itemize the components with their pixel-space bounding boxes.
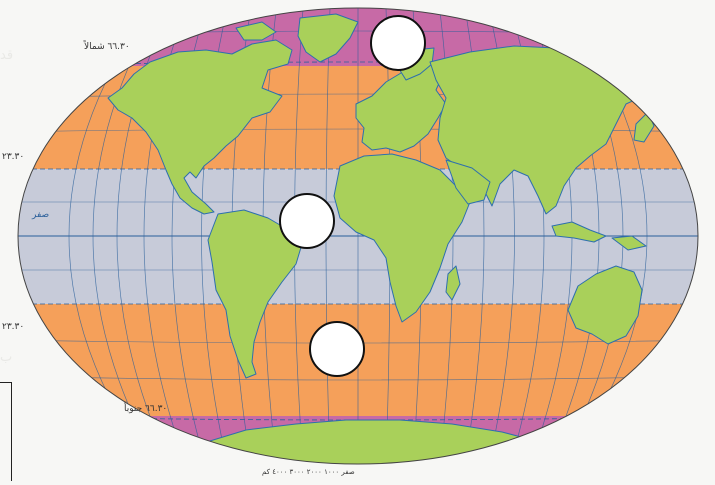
background-text: قد [0,48,14,63]
indonesia [551,221,607,243]
arctic-circle-label: ٦٦.٣٠ شمالاً [84,42,130,52]
page-box-edge [0,382,12,481]
arabian-peninsula [445,159,491,205]
equator-label: صفر [32,210,50,220]
answer-circle-middle[interactable] [279,193,335,249]
arctic-islands [235,21,277,41]
frigid-zone-north [18,8,698,66]
tropic-south-label: ٢٣.٣٠ [2,322,25,332]
africa [333,153,471,323]
tropic-north-label: ٢٣.٣٠ [2,152,25,162]
australia [567,265,643,345]
map-outline [17,7,699,465]
scale-bar-label: صفر ١٠٠٠ ٢٠٠٠ ٣٠٠٠ ٤٠٠٠ كم [262,468,355,476]
new-guinea [611,235,647,251]
background-text: ب [0,350,13,365]
antarctic-circle-label: ٦٦.٣٠ جنوباً [124,404,168,414]
new-zealand [665,331,679,361]
north-america [107,39,293,215]
answer-circle-south[interactable] [309,321,365,377]
answer-circle-north[interactable] [370,15,426,71]
greenland [297,13,359,63]
madagascar [445,265,461,301]
